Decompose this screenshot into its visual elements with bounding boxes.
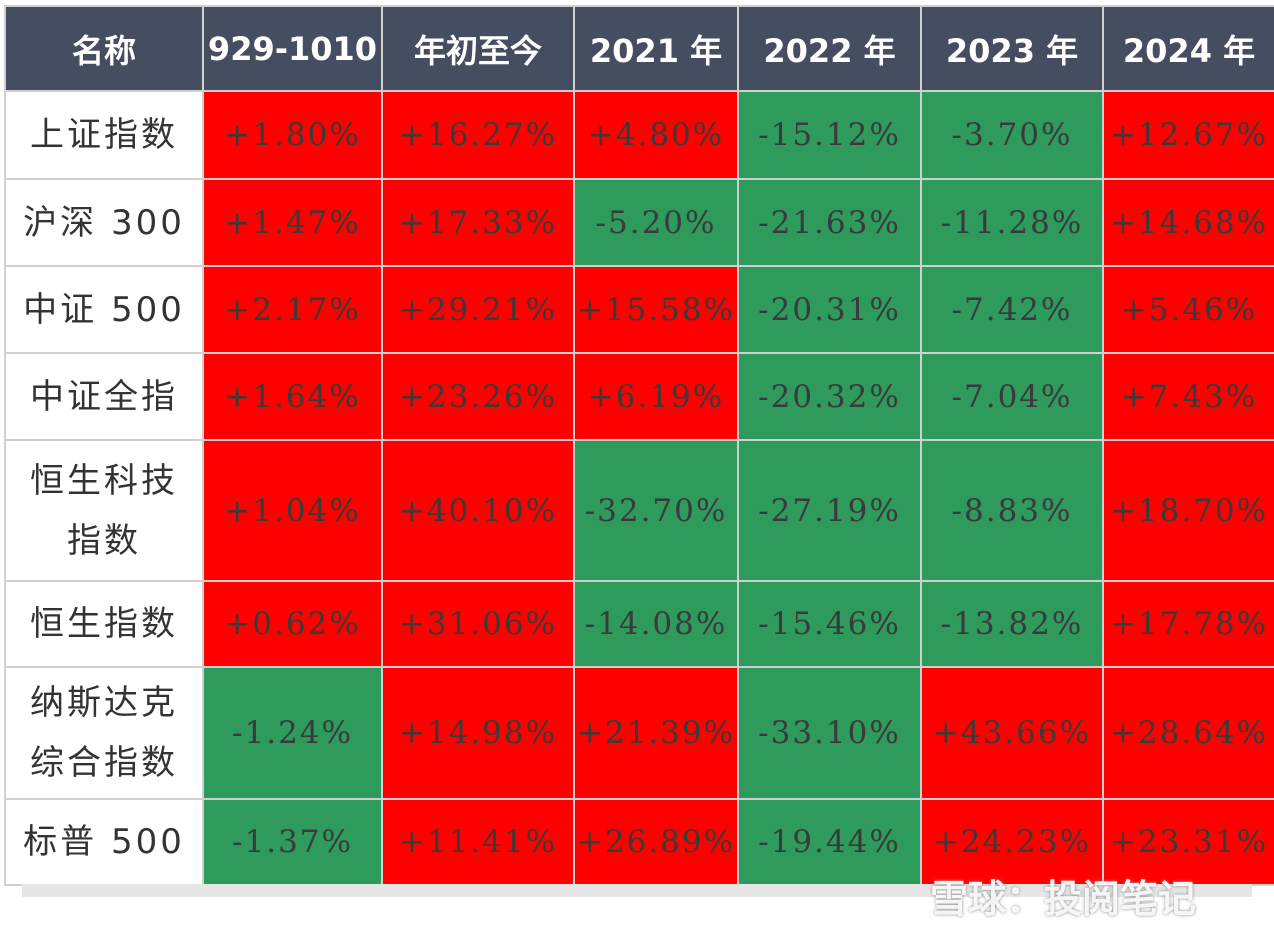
value-cell: +43.66%: [920, 666, 1104, 800]
data-table: 名称 929-1010 年初至今 2021 年 2022 年 2023 年 2024 年 上…: [4, 5, 1274, 886]
value-cell: -11.28%: [920, 178, 1104, 267]
row-name: 恒生科技指数: [4, 439, 204, 582]
header-cell: 年初至今: [381, 5, 575, 92]
value-cell: -20.32%: [737, 352, 922, 441]
value-cell: +28.64%: [1102, 666, 1274, 800]
value-cell: -1.37%: [202, 798, 383, 886]
row-name: 标普 500: [4, 798, 204, 886]
header-cell: 929-1010: [202, 5, 383, 92]
value-cell: -27.19%: [737, 439, 922, 582]
scrollbar[interactable]: [22, 884, 1252, 897]
header-cell: 名称: [4, 5, 204, 92]
value-cell: +11.41%: [381, 798, 575, 886]
value-cell: +2.17%: [202, 265, 383, 354]
table-row: 纳斯达克综合指数 -1.24% +14.98% +21.39% -33.10% +43.6…: [4, 666, 1274, 800]
row-name: 沪深 300: [4, 178, 204, 267]
watermark: 雪球：投阅笔记: [930, 877, 1197, 921]
table-row: 沪深 300 +1.47% +17.33% -5.20% -21.63% -11.28% +…: [4, 178, 1274, 267]
value-cell: +29.21%: [381, 265, 575, 354]
value-cell: -7.04%: [920, 352, 1104, 441]
header-cell: 2022 年: [737, 5, 922, 92]
value-cell: +17.33%: [381, 178, 575, 267]
value-cell: -15.12%: [737, 90, 922, 180]
table-row: 中证 500 +2.17% +29.21% +15.58% -20.31% -7.42% +…: [4, 265, 1274, 354]
value-cell: -1.24%: [202, 666, 383, 800]
value-cell: +18.70%: [1102, 439, 1274, 582]
value-cell: +1.47%: [202, 178, 383, 267]
header-cell: 2023 年: [920, 5, 1104, 92]
value-cell: -14.08%: [573, 580, 739, 668]
value-cell: +5.46%: [1102, 265, 1274, 354]
value-cell: +15.58%: [573, 265, 739, 354]
value-cell: +40.10%: [381, 439, 575, 582]
table-wrap: 名称 929-1010 年初至今 2021 年 2022 年 2023 年 2024 年 上…: [4, 5, 1274, 886]
value-cell: -15.46%: [737, 580, 922, 668]
value-cell: -33.10%: [737, 666, 922, 800]
value-cell: -19.44%: [737, 798, 922, 886]
value-cell: +17.78%: [1102, 580, 1274, 668]
header-cell: 2021 年: [573, 5, 739, 92]
value-cell: +0.62%: [202, 580, 383, 668]
value-cell: +6.19%: [573, 352, 739, 441]
table-body: 上证指数 +1.80% +16.27% +4.80% -15.12% -3.70% +12.…: [4, 90, 1274, 886]
value-cell: +7.43%: [1102, 352, 1274, 441]
value-cell: +24.23%: [920, 798, 1104, 886]
row-name: 中证全指: [4, 352, 204, 441]
row-name: 恒生指数: [4, 580, 204, 668]
value-cell: -8.83%: [920, 439, 1104, 582]
value-cell: +23.31%: [1102, 798, 1274, 886]
row-name: 中证 500: [4, 265, 204, 354]
header-row: 名称 929-1010 年初至今 2021 年 2022 年 2023 年 2024 年: [4, 5, 1274, 92]
value-cell: -5.20%: [573, 178, 739, 267]
value-cell: +16.27%: [381, 90, 575, 180]
row-name: 纳斯达克综合指数: [4, 666, 204, 800]
value-cell: +26.89%: [573, 798, 739, 886]
value-cell: +21.39%: [573, 666, 739, 800]
table-row: 中证全指 +1.64% +23.26% +6.19% -20.32% -7.04% +7.4…: [4, 352, 1274, 441]
value-cell: +12.67%: [1102, 90, 1274, 180]
value-cell: +4.80%: [573, 90, 739, 180]
value-cell: -7.42%: [920, 265, 1104, 354]
header-cell: 2024 年: [1102, 5, 1274, 92]
table-row: 恒生指数 +0.62% +31.06% -14.08% -15.46% -13.82% +1…: [4, 580, 1274, 668]
value-cell: +1.64%: [202, 352, 383, 441]
value-cell: +31.06%: [381, 580, 575, 668]
table-row: 上证指数 +1.80% +16.27% +4.80% -15.12% -3.70% +12.…: [4, 90, 1274, 180]
value-cell: +23.26%: [381, 352, 575, 441]
value-cell: -3.70%: [920, 90, 1104, 180]
row-name: 上证指数: [4, 90, 204, 180]
table-row: 恒生科技指数 +1.04% +40.10% -32.70% -27.19% -8.83% +…: [4, 439, 1274, 582]
value-cell: +1.04%: [202, 439, 383, 582]
value-cell: -32.70%: [573, 439, 739, 582]
value-cell: -20.31%: [737, 265, 922, 354]
table-row: 标普 500 -1.37% +11.41% +26.89% -19.44% +24.23%…: [4, 798, 1274, 886]
value-cell: +14.68%: [1102, 178, 1274, 267]
value-cell: -13.82%: [920, 580, 1104, 668]
value-cell: -21.63%: [737, 178, 922, 267]
value-cell: +1.80%: [202, 90, 383, 180]
value-cell: +14.98%: [381, 666, 575, 800]
